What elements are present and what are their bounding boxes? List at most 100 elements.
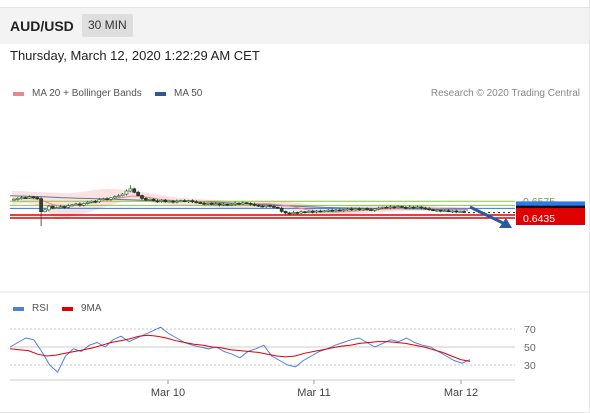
- candle-body: [124, 190, 129, 195]
- candle-body: [163, 200, 168, 203]
- candle-body: [341, 209, 346, 211]
- candle-body: [435, 209, 439, 212]
- candle-body: [322, 210, 327, 213]
- candle-body: [380, 206, 385, 209]
- x-tick-label: Mar 11: [297, 387, 330, 399]
- candle-body: [39, 198, 43, 212]
- candle-body: [392, 206, 397, 209]
- candle-body: [291, 212, 296, 214]
- candle-body: [178, 200, 183, 202]
- candle-body: [388, 206, 393, 209]
- candle-body: [93, 200, 98, 203]
- candle-body: [213, 203, 218, 206]
- candle-body: [353, 208, 358, 211]
- candle-body: [268, 205, 272, 207]
- forecast-arrow: [469, 205, 506, 226]
- rsi-tick-70: 70: [524, 324, 536, 336]
- candle-body: [264, 205, 269, 207]
- rsi-9ma-line: [9, 334, 471, 362]
- research-credit: Research © 2020 Trading Central: [430, 88, 580, 99]
- ma20-legend-label: MA 20 + Bollinger Bands: [32, 88, 142, 99]
- candle-body: [12, 198, 16, 201]
- candle-body: [147, 198, 152, 201]
- candle-body: [303, 211, 307, 214]
- candle-body: [345, 208, 350, 211]
- candle-body: [128, 188, 133, 192]
- candle-body: [159, 200, 164, 202]
- price-label-bg-0.6435: [516, 211, 585, 225]
- candle-body: [225, 203, 230, 206]
- candle-body: [54, 207, 59, 210]
- forecast-arrow-head: [499, 218, 512, 228]
- candle-body: [206, 203, 210, 205]
- candle-body: [112, 196, 117, 199]
- candle-body: [415, 206, 420, 209]
- candle-body: [244, 202, 249, 205]
- rsi-legend-swatch: [13, 307, 24, 311]
- candle-body: [248, 203, 253, 205]
- candle-body: [15, 198, 20, 200]
- rsi-legend-label: RSI: [32, 303, 49, 314]
- candle-body: [438, 209, 443, 212]
- timeframe-badge[interactable]: 30 MIN: [82, 14, 133, 37]
- candle-body: [229, 204, 234, 206]
- candle-body: [349, 208, 354, 211]
- candle-body: [442, 210, 447, 213]
- candle-body: [260, 205, 265, 208]
- candle-body: [182, 200, 187, 202]
- candle-body: [233, 202, 237, 205]
- candle-body: [237, 202, 241, 205]
- candle-body: [407, 206, 412, 209]
- candle-body: [287, 212, 292, 215]
- candle-body: [66, 205, 71, 208]
- candle-body: [283, 211, 288, 214]
- ma50-legend-label: MA 50: [174, 88, 203, 99]
- candle-body: [62, 206, 67, 208]
- rsi-tick-30: 30: [524, 360, 536, 372]
- candle-body: [454, 210, 459, 213]
- candle-body: [365, 208, 369, 210]
- candle-body: [256, 204, 261, 207]
- timestamp: Thursday, March 12, 2020 1:22:29 AM CET: [10, 48, 260, 63]
- candle-body: [140, 195, 144, 199]
- candle-body: [361, 208, 366, 210]
- candle-body: [74, 203, 78, 206]
- candle-body: [450, 210, 455, 213]
- candle-body: [47, 205, 51, 211]
- candle-body: [78, 203, 82, 206]
- price-label-0.6435: 0.6435: [523, 213, 555, 225]
- candle-body: [81, 203, 86, 206]
- candle-body: [310, 211, 315, 213]
- candle-body: [132, 188, 137, 193]
- currency-pair: AUD/USD: [10, 18, 74, 34]
- candle-body: [19, 197, 24, 199]
- candle-body: [411, 206, 416, 209]
- candle-body: [43, 209, 47, 212]
- ma9-legend-label: 9MA: [81, 303, 102, 314]
- candle-body: [27, 196, 32, 199]
- candle-body: [458, 211, 463, 213]
- rsi-tick-50: 50: [524, 342, 536, 354]
- candle-body: [50, 205, 55, 209]
- candle-body: [338, 209, 342, 212]
- candle-body: [423, 207, 428, 210]
- candle-body: [326, 209, 331, 212]
- candle-body: [314, 210, 319, 213]
- candle-body: [58, 206, 63, 209]
- candle-body: [105, 198, 109, 201]
- candle-body: [221, 203, 226, 206]
- x-tick-label: Mar 10: [151, 387, 185, 399]
- candle-body: [404, 206, 408, 209]
- candle-body: [70, 204, 74, 207]
- chart-header: AUD/USD 30 MIN: [0, 7, 589, 44]
- candle-body: [116, 195, 121, 198]
- candle-body: [357, 208, 362, 211]
- candle-body: [89, 200, 94, 203]
- candle-body: [369, 209, 373, 211]
- ma50-legend-swatch: [155, 92, 166, 96]
- candle-body: [190, 200, 195, 203]
- candle-body: [85, 201, 90, 204]
- candle-body: [376, 207, 381, 210]
- candle-body: [167, 200, 172, 203]
